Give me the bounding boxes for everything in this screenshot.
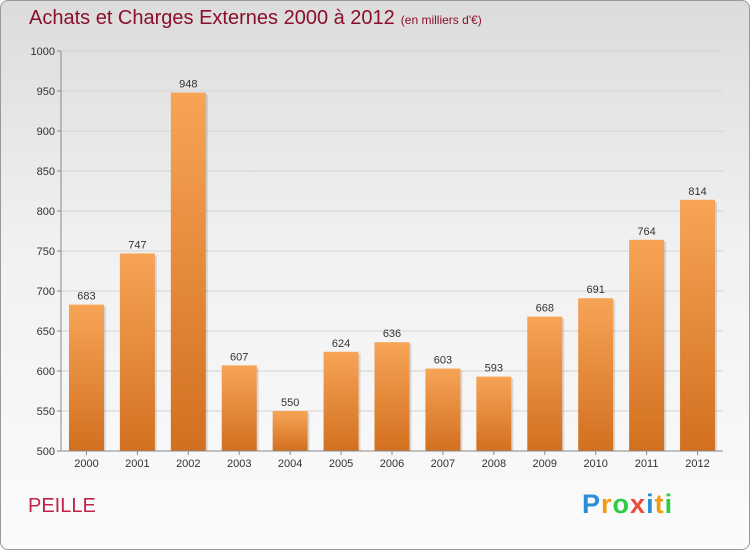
bar — [221, 365, 257, 451]
logo-letter: o — [612, 489, 631, 519]
y-tick-label: 600 — [37, 366, 55, 378]
y-tick-label: 500 — [37, 446, 55, 458]
y-tick-label: 950 — [37, 86, 55, 98]
data-label: 948 — [179, 79, 197, 91]
bar — [629, 239, 665, 451]
data-label: 603 — [434, 355, 452, 367]
logo-letter: P — [582, 489, 602, 519]
bar — [323, 351, 359, 451]
data-label: 593 — [485, 363, 503, 375]
data-label: 691 — [587, 284, 605, 296]
data-label: 747 — [128, 239, 146, 251]
bars — [68, 92, 718, 451]
data-label: 607 — [230, 351, 248, 363]
y-tick-label: 700 — [37, 286, 55, 298]
y-tick-label: 800 — [37, 206, 55, 218]
bar — [170, 92, 206, 451]
y-tick-label: 750 — [37, 246, 55, 258]
x-tick-label: 2002 — [176, 458, 200, 470]
y-tick-label: 1000 — [31, 46, 55, 58]
data-label: 668 — [536, 303, 554, 315]
x-tick-label: 2001 — [125, 458, 149, 470]
data-label: 764 — [637, 226, 655, 238]
bar — [68, 304, 104, 451]
chart-title-text: Achats et Charges Externes 2000 à 2012 — [29, 7, 395, 29]
y-tick-label: 850 — [37, 166, 55, 178]
y-tick-label: 650 — [37, 326, 55, 338]
data-label: 814 — [688, 186, 706, 198]
x-tick-label: 2000 — [74, 458, 98, 470]
y-tick-label: 550 — [37, 406, 55, 418]
bar — [680, 199, 716, 451]
x-tick-label: 2009 — [533, 458, 557, 470]
bar — [425, 368, 461, 451]
data-label: 636 — [383, 328, 401, 340]
x-tick-label: 2008 — [482, 458, 506, 470]
data-label: 624 — [332, 338, 350, 350]
y-tick-label: 900 — [37, 126, 55, 138]
logo-letter: t — [654, 489, 665, 519]
x-tick-label: 2010 — [583, 458, 607, 470]
logo-letter: x — [630, 489, 647, 519]
proxiti-logo: Proxiti — [582, 489, 673, 520]
x-tick-label: 2011 — [635, 458, 659, 470]
x-tick-label: 2007 — [431, 458, 455, 470]
data-label: 683 — [77, 291, 95, 303]
chart-title: Achats et Charges Externes 2000 à 2012 (e… — [29, 7, 482, 30]
x-tick-label: 2003 — [227, 458, 251, 470]
logo-letter: i — [664, 489, 674, 519]
logo-letter: i — [646, 489, 655, 519]
bar — [527, 316, 563, 451]
x-tick-label: 2006 — [380, 458, 404, 470]
bar — [578, 298, 614, 451]
labels: 500 550 600 650 700 750 800 850 900 950 1000 683 200… — [31, 46, 710, 470]
x-tick-label: 2012 — [685, 458, 709, 470]
axes — [57, 50, 723, 455]
x-tick-label: 2005 — [329, 458, 353, 470]
commune-name: PEILLE — [28, 495, 96, 517]
bar — [272, 411, 308, 451]
logo-letter: r — [601, 489, 613, 519]
bar — [119, 253, 155, 451]
chart-unit: (en milliers d'€) — [400, 13, 482, 27]
bar — [374, 342, 410, 451]
data-label: 550 — [281, 397, 299, 409]
x-tick-label: 2004 — [278, 458, 302, 470]
bar — [476, 376, 512, 451]
